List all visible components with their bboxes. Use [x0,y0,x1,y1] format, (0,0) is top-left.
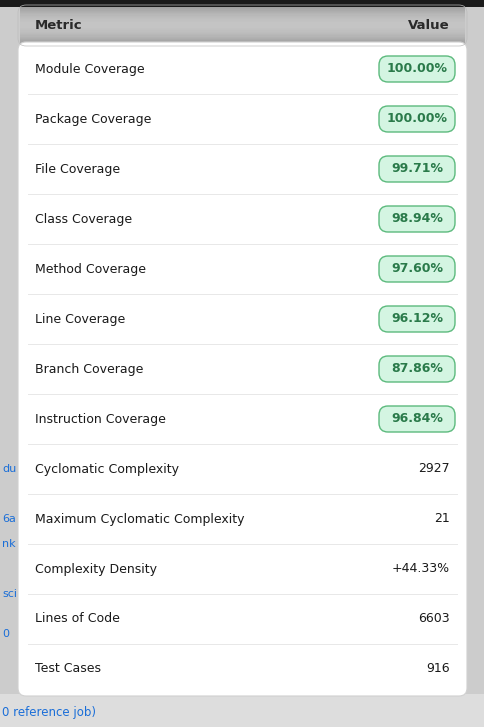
FancyBboxPatch shape [378,256,454,282]
Bar [20,7,464,8]
Bar [20,36,464,38]
Text: +44.33%: +44.33% [391,563,449,576]
Bar [0,0,484,7]
Text: du: du [2,464,16,474]
Text: 2927: 2927 [418,462,449,475]
Bar [0,694,484,727]
Text: File Coverage: File Coverage [35,163,120,175]
FancyBboxPatch shape [378,306,454,332]
Bar [20,17,464,20]
Text: Module Coverage: Module Coverage [35,63,144,76]
Bar [20,19,464,20]
Bar [20,9,464,11]
Bar [20,8,464,9]
Bar [20,28,464,29]
FancyBboxPatch shape [378,406,454,432]
Text: Instruction Coverage: Instruction Coverage [35,412,166,425]
Bar [20,26,464,28]
Text: Complexity Density: Complexity Density [35,563,157,576]
Bar [20,14,464,16]
Text: Metric: Metric [35,19,82,32]
Text: 100.00%: 100.00% [386,113,447,126]
Text: 6603: 6603 [418,613,449,625]
Text: Value: Value [408,19,449,32]
Text: 6a: 6a [2,514,16,524]
Text: Package Coverage: Package Coverage [35,113,151,126]
Bar [20,17,464,18]
Text: Cyclomatic Complexity: Cyclomatic Complexity [35,462,179,475]
Bar [20,31,464,33]
Bar [20,35,464,36]
Text: Line Coverage: Line Coverage [35,313,125,326]
Text: Method Coverage: Method Coverage [35,262,146,276]
Text: 0 reference job): 0 reference job) [2,706,96,719]
Text: 96.12%: 96.12% [390,313,442,326]
Bar [20,24,464,25]
Bar [20,39,464,40]
Bar [20,20,464,22]
Bar [20,41,464,43]
Text: Lines of Code: Lines of Code [35,613,120,625]
FancyBboxPatch shape [378,356,454,382]
Bar [20,25,464,27]
Text: nk: nk [2,539,15,549]
Bar [20,15,464,17]
Bar [20,23,464,24]
Text: 87.86%: 87.86% [390,363,442,376]
Bar [20,40,464,41]
Bar [20,42,464,44]
Bar [20,28,464,31]
Bar [20,33,464,34]
FancyBboxPatch shape [378,106,454,132]
Bar [20,12,464,15]
Text: sci: sci [2,589,17,599]
FancyBboxPatch shape [378,56,454,82]
FancyBboxPatch shape [18,42,466,696]
Text: 99.71%: 99.71% [390,163,442,175]
Text: 916: 916 [425,662,449,675]
FancyBboxPatch shape [378,206,454,232]
Text: 100.00%: 100.00% [386,63,447,76]
Bar [20,21,464,23]
Text: Test Cases: Test Cases [35,662,101,675]
Text: 97.60%: 97.60% [390,262,442,276]
Text: 0: 0 [2,629,9,639]
Bar [20,33,464,36]
Text: Class Coverage: Class Coverage [35,212,132,225]
Text: 98.94%: 98.94% [390,212,442,225]
Text: Maximum Cyclomatic Complexity: Maximum Cyclomatic Complexity [35,513,244,526]
FancyBboxPatch shape [378,156,454,182]
Bar [20,37,464,39]
Text: 21: 21 [433,513,449,526]
Text: Branch Coverage: Branch Coverage [35,363,143,376]
Bar [20,30,464,32]
Bar [20,10,464,12]
Text: 96.84%: 96.84% [390,412,442,425]
Bar [20,12,464,13]
